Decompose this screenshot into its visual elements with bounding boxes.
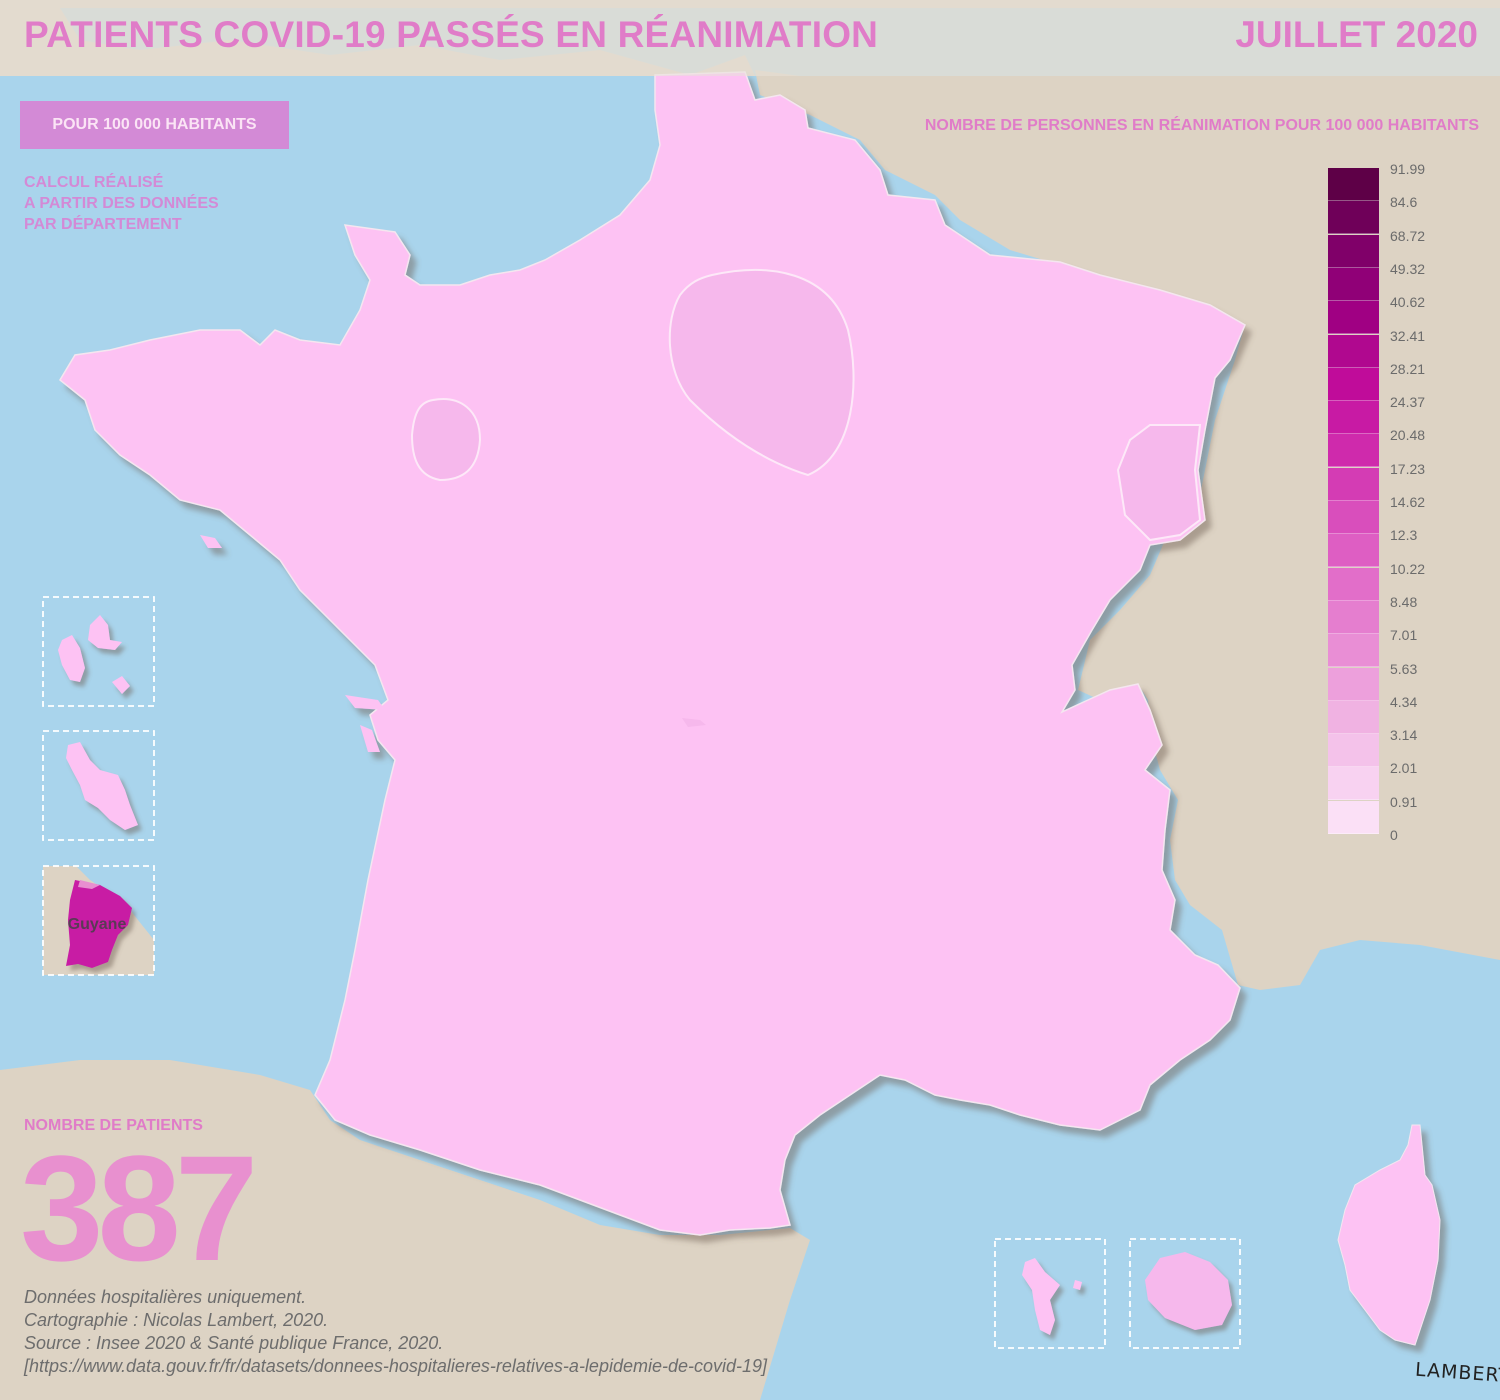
legend-break-label: 2.01 bbox=[1390, 760, 1418, 777]
legend-swatch bbox=[1328, 634, 1379, 668]
legend-break-label: 14.62 bbox=[1390, 494, 1426, 510]
legend-break-label: 49.32 bbox=[1390, 260, 1426, 277]
legend-break-label: 91.99 bbox=[1390, 161, 1426, 177]
guyane-border-zone bbox=[78, 880, 100, 889]
legend-break-label: 7.01 bbox=[1390, 627, 1418, 644]
legend-swatch bbox=[1328, 301, 1379, 335]
legend-swatch bbox=[1328, 234, 1379, 268]
legend-swatch bbox=[1328, 567, 1379, 601]
legend-swatch bbox=[1328, 434, 1379, 468]
title-bar bbox=[0, 0, 1500, 76]
paris-zone bbox=[668, 269, 855, 477]
mayotte-shape bbox=[1022, 1258, 1060, 1335]
legend-break-label: 4.34 bbox=[1390, 693, 1418, 710]
legend-break-label: 0.91 bbox=[1390, 793, 1418, 810]
inset-reunion bbox=[1129, 1238, 1241, 1349]
date-title: JUILLET 2020 bbox=[1235, 14, 1478, 55]
legend-break-label: 5.63 bbox=[1390, 660, 1418, 677]
patients-count: 387 bbox=[20, 1124, 258, 1292]
legend-swatch bbox=[1328, 467, 1379, 501]
inset-frame bbox=[1129, 1238, 1241, 1349]
corsica-shape bbox=[1337, 1124, 1441, 1346]
legend-swatch bbox=[1328, 600, 1379, 634]
legend-break-label: 68.72 bbox=[1390, 227, 1426, 244]
legend-break-label: 0 bbox=[1390, 827, 1398, 843]
legend-swatch bbox=[1328, 800, 1379, 834]
legend-break-label: 20.48 bbox=[1390, 427, 1426, 444]
haut-rhin-zone bbox=[1116, 424, 1202, 542]
petite-terre bbox=[1073, 1280, 1082, 1290]
calculation-note-line: A PARTIR DES DONNÉES bbox=[24, 195, 219, 212]
legend-swatch bbox=[1328, 734, 1379, 768]
source-notes: Données hospitalières uniquement. Cartog… bbox=[24, 1286, 767, 1378]
calculation-note-line: CALCUL RÉALISÉ bbox=[24, 174, 164, 191]
continental-neighbors bbox=[755, 70, 1500, 990]
spain-land bbox=[0, 1060, 810, 1400]
inset-frame bbox=[994, 1238, 1106, 1349]
legend-break-label: 10.22 bbox=[1390, 560, 1426, 577]
calculation-note-line: PAR DÉPARTEMENT bbox=[24, 216, 182, 233]
france-metro bbox=[59, 71, 1246, 1236]
note-line: Données hospitalières uniquement. bbox=[24, 1287, 307, 1307]
page-title: PATIENTS COVID-19 PASSÉS EN RÉANIMATION bbox=[24, 14, 879, 55]
per-capita-button[interactable]: POUR 100 000 HABITANTS bbox=[20, 101, 289, 149]
legend-swatch bbox=[1328, 700, 1379, 734]
inset-guadeloupe bbox=[42, 596, 155, 707]
note-line: Source : Insee 2020 & Santé publique Fra… bbox=[24, 1333, 444, 1353]
inset-frame bbox=[42, 865, 155, 976]
inset-mayotte bbox=[994, 1238, 1106, 1349]
mayenne-zone bbox=[410, 398, 482, 482]
legend-break-label: 8.48 bbox=[1390, 593, 1418, 610]
legend-swatch bbox=[1328, 201, 1379, 235]
legend-break-label: 24.37 bbox=[1390, 394, 1426, 411]
guyane-shape bbox=[66, 880, 132, 968]
lake-feature bbox=[682, 718, 706, 727]
legend-swatch bbox=[1328, 534, 1379, 568]
ile-de-re bbox=[345, 695, 385, 710]
martinique-shape bbox=[66, 742, 138, 830]
reunion-shape bbox=[1145, 1252, 1232, 1330]
legend-swatch bbox=[1328, 667, 1379, 701]
guyane-label: Guyane bbox=[68, 916, 127, 933]
legend-break-label: 40.62 bbox=[1390, 294, 1426, 311]
legend-swatch bbox=[1328, 168, 1379, 201]
source-link[interactable]: [https://www.data.gouv.fr/fr/datasets/do… bbox=[24, 1356, 768, 1376]
legend-swatch bbox=[1328, 367, 1379, 401]
legend-title: NOMBRE DE PERSONNES EN RÉANIMATION POUR … bbox=[924, 117, 1479, 134]
inset-guyane: Guyane bbox=[42, 865, 155, 976]
legend-break-label: 84.6 bbox=[1390, 194, 1418, 211]
basse-terre bbox=[58, 635, 85, 682]
corsica bbox=[1337, 1124, 1441, 1346]
inset-martinique bbox=[42, 730, 155, 841]
inset-frame bbox=[42, 596, 155, 707]
ile-oleron bbox=[360, 725, 380, 752]
legend-break-label: 32.41 bbox=[1390, 327, 1426, 344]
marie-galante bbox=[112, 676, 130, 694]
legend-swatch bbox=[1328, 267, 1379, 301]
inset-frame bbox=[42, 730, 155, 841]
grande-terre bbox=[88, 615, 122, 650]
legend-swatch bbox=[1328, 767, 1379, 801]
legend-swatch bbox=[1328, 334, 1379, 368]
legend-swatch bbox=[1328, 501, 1379, 534]
patients-label: NOMBRE DE PATIENTS bbox=[24, 1117, 203, 1134]
legend-break-label: 12.3 bbox=[1390, 527, 1418, 544]
legend-break-label: 17.23 bbox=[1390, 460, 1426, 477]
legend-break-label: 3.14 bbox=[1390, 727, 1418, 744]
note-line: Cartographie : Nicolas Lambert, 2020. bbox=[24, 1310, 329, 1330]
legend-break-label: 28.21 bbox=[1390, 360, 1426, 377]
belle-ile bbox=[200, 535, 222, 548]
france-mainland bbox=[59, 71, 1246, 1236]
calculation-note: CALCUL RÉALISÉ A PARTIR DES DONNÉES PAR … bbox=[24, 172, 219, 235]
legend-swatch bbox=[1328, 401, 1379, 435]
guyane-sea bbox=[76, 866, 154, 940]
